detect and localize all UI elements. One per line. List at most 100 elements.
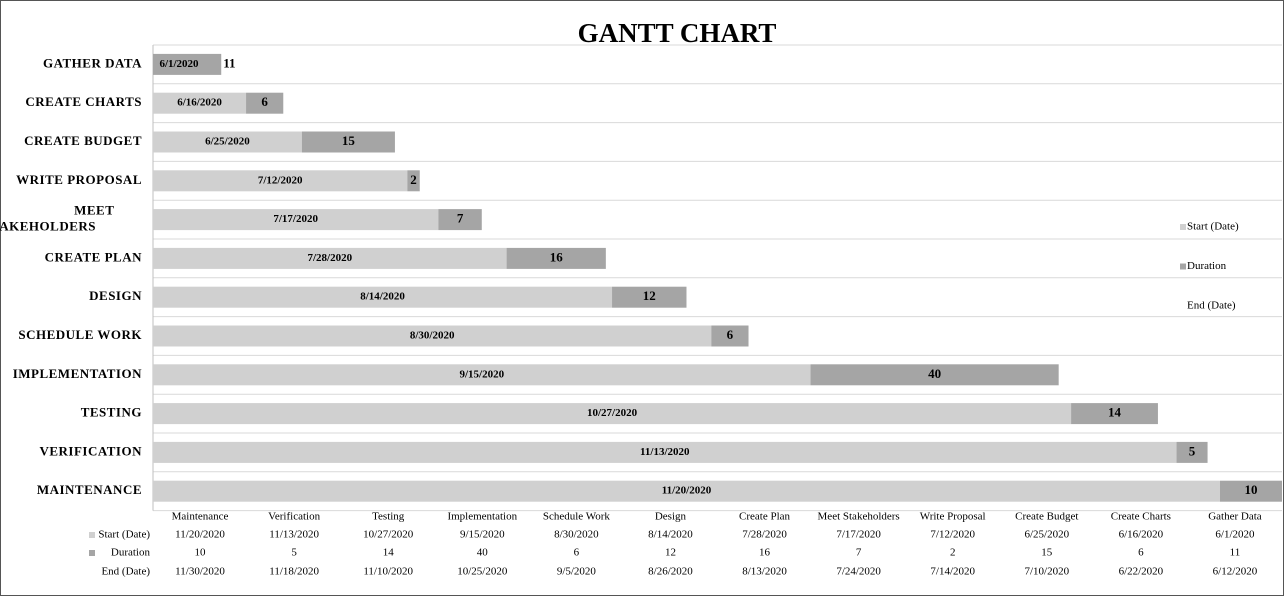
table-row-header: End (Date) <box>101 566 150 578</box>
duration-label: 2 <box>410 172 417 187</box>
duration-bar <box>301 131 395 153</box>
duration-label: 6 <box>727 327 734 342</box>
duration-label: 7 <box>457 211 464 226</box>
start-label: 6/16/2020 <box>177 97 222 109</box>
table-cell: 11/18/2020 <box>269 566 319 578</box>
table-legend-marker <box>89 550 95 556</box>
table-header: Schedule Work <box>543 511 611 523</box>
start-label: 8/30/2020 <box>410 330 455 342</box>
legend-label: Duration <box>1187 260 1227 272</box>
table-cell: 7 <box>856 547 862 559</box>
table-legend-marker <box>89 532 95 538</box>
table-cell: 14 <box>383 547 395 559</box>
start-bar <box>153 480 1220 502</box>
y-tick-label: TESTING <box>81 405 142 420</box>
start-bar <box>153 441 1177 463</box>
table-cell: 2 <box>950 547 956 559</box>
y-tick-label: VERIFICATION <box>39 443 142 458</box>
start-bar <box>153 247 507 269</box>
duration-label: 6 <box>261 94 268 109</box>
table-cell: 8/14/2020 <box>648 529 693 541</box>
start-label: 11/13/2020 <box>640 446 690 458</box>
table-cell: 8/30/2020 <box>554 529 599 541</box>
y-tick-label: MEET STAKEHOLDERS <box>0 203 118 234</box>
table-cell: 12 <box>665 547 676 559</box>
duration-label: 40 <box>928 366 941 381</box>
start-label: 6/25/2020 <box>205 136 250 148</box>
legend-marker <box>1180 263 1186 270</box>
table-cell: 9/15/2020 <box>460 529 505 541</box>
table-cell: 6/12/2020 <box>1213 566 1258 578</box>
duration-bar <box>438 209 482 231</box>
duration-bar <box>407 170 420 192</box>
table-header: Meet Stakeholders <box>818 511 900 523</box>
table-cell: 6/16/2020 <box>1119 529 1164 541</box>
table-header: Gather Data <box>1208 511 1262 523</box>
start-label: 6/1/2020 <box>159 58 199 70</box>
start-label: 10/27/2020 <box>587 407 638 419</box>
y-tick-label: CREATE BUDGET <box>24 133 142 148</box>
duration-label: 15 <box>342 133 356 148</box>
start-bar <box>153 170 408 192</box>
y-tick-label: IMPLEMENTATION <box>13 366 142 381</box>
table-cell: 9/5/2020 <box>557 566 597 578</box>
table-row-header: Start (Date) <box>98 529 150 541</box>
table-header: Write Proposal <box>920 511 986 523</box>
duration-label: 10 <box>1244 482 1257 497</box>
table-header: Create Charts <box>1111 511 1171 523</box>
duration-label: 16 <box>550 249 564 264</box>
table-row-header: Duration <box>111 547 151 559</box>
start-label: 7/12/2020 <box>258 174 303 186</box>
duration-bar <box>153 53 222 75</box>
y-tick-label: MAINTENANCE <box>37 482 142 497</box>
y-tick-label: SCHEDULE WORK <box>18 327 142 342</box>
table-header: Testing <box>372 511 405 523</box>
chart-title: GANTT CHART <box>578 18 777 48</box>
table-cell: 7/28/2020 <box>742 529 787 541</box>
start-bar <box>153 131 302 153</box>
table-cell: 6/1/2020 <box>1215 529 1255 541</box>
table-cell: 7/14/2020 <box>930 566 975 578</box>
y-tick-label: CREATE PLAN <box>45 249 142 264</box>
duration-bar <box>1071 403 1158 425</box>
table-cell: 11 <box>1230 547 1241 559</box>
table-cell: 11/20/2020 <box>175 529 225 541</box>
table-header: Create Plan <box>739 511 791 523</box>
y-tick-label: CREATE CHARTS <box>25 94 142 109</box>
start-bar <box>153 286 613 308</box>
table-cell: 8/26/2020 <box>648 566 693 578</box>
duration-label: 12 <box>643 288 656 303</box>
y-tick-label: WRITE PROPOSAL <box>16 172 142 187</box>
table-cell: 5 <box>291 547 297 559</box>
table-cell: 6/25/2020 <box>1024 529 1069 541</box>
start-label: 8/14/2020 <box>360 291 405 303</box>
table-header: Verification <box>268 511 320 523</box>
start-label: 9/15/2020 <box>459 368 504 380</box>
start-bar <box>153 209 439 231</box>
legend-marker <box>1180 224 1186 230</box>
table-cell: 7/10/2020 <box>1024 566 1069 578</box>
table-header: Design <box>655 511 687 523</box>
duration-bar <box>810 364 1059 386</box>
duration-bar <box>1176 441 1208 463</box>
table-header: Implementation <box>447 511 517 523</box>
table-cell: 40 <box>477 547 489 559</box>
duration-bar <box>246 92 284 114</box>
duration-bar <box>612 286 687 308</box>
start-bar <box>153 325 712 347</box>
table-cell: 7/24/2020 <box>836 566 881 578</box>
table-cell: 6 <box>1138 547 1144 559</box>
table-cell: 7/17/2020 <box>836 529 881 541</box>
start-label: 7/17/2020 <box>273 213 318 225</box>
table-cell: 6 <box>574 547 580 559</box>
table-cell: 10/25/2020 <box>457 566 508 578</box>
table-cell: 10 <box>195 547 207 559</box>
duration-bar <box>711 325 749 347</box>
table-cell: 7/12/2020 <box>930 529 975 541</box>
start-bar <box>153 364 811 386</box>
start-label: 7/28/2020 <box>307 252 352 264</box>
table-header: Create Budget <box>1015 511 1078 523</box>
legend-label: Start (Date) <box>1187 221 1239 233</box>
start-bar <box>153 403 1072 425</box>
